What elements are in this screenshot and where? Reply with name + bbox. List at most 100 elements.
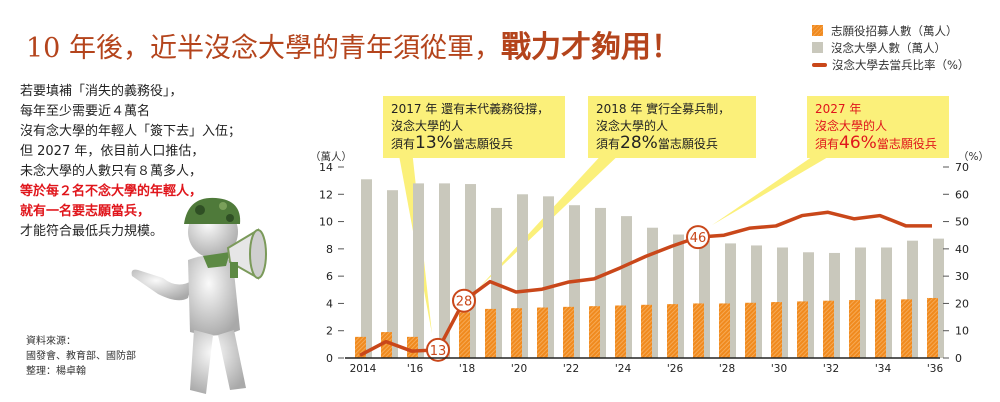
data-point-marker — [686, 225, 710, 250]
left-axis-tick-label: 2 — [326, 325, 333, 338]
bar-non-college — [751, 245, 762, 358]
source-agencies: 國發會、教育部、國防部 — [26, 351, 136, 362]
callout-line: 2018 年 實行全募兵制， — [596, 102, 731, 116]
callout-line: 2017 年 還有末代義務役撐， — [391, 102, 550, 116]
legs-icon — [190, 330, 246, 394]
data-point-label: 46 — [690, 231, 707, 246]
bar-non-college — [881, 247, 892, 358]
legend-item-volunteer: 志願役招募人數（萬人） — [812, 22, 969, 39]
bar-non-college — [465, 184, 476, 358]
right-axis-unit: （%） — [958, 151, 989, 163]
right-axis-tick-label: 10 — [955, 325, 969, 338]
bar-volunteer — [693, 303, 704, 358]
x-axis-tick-label: '18 — [459, 363, 475, 375]
intro-line: 才能符合最低兵力規模。 — [20, 224, 164, 239]
callout-percent: 46% — [839, 133, 877, 153]
bar-volunteer — [667, 304, 678, 358]
legend-swatch-non-college — [812, 42, 823, 53]
bar-non-college — [673, 234, 684, 358]
source-note: 資料來源： 國發會、教育部、國防部 整理：楊卓翰 — [26, 334, 136, 379]
left-axis-tick-label: 0 — [326, 352, 333, 365]
bar-non-college — [699, 240, 710, 358]
legend-swatch-volunteer — [812, 25, 823, 36]
bar-volunteer — [641, 304, 652, 358]
bar-non-college — [907, 240, 918, 358]
intro-highlight-line: 等於每２名不念大學的年輕人， — [20, 184, 203, 199]
bar-volunteer — [537, 307, 548, 358]
intro-text: 若要填補「消失的義務役」， 每年至少需要近４萬名 沒有念大學的年輕人「簽下去」入… — [20, 82, 241, 242]
x-axis-tick-label: 2014 — [350, 363, 377, 375]
legend-label-volunteer: 志願役招募人數（萬人） — [831, 23, 958, 38]
bar-non-college — [933, 238, 944, 358]
scarf-icon — [203, 252, 230, 268]
x-axis-tick-label: '20 — [511, 363, 527, 375]
intro-line: 每年至少需要近４萬名 — [20, 104, 151, 119]
legend-item-ratio: 沒念大學去當兵比率（%） — [812, 56, 969, 73]
bar-volunteer — [823, 300, 834, 358]
bar-non-college — [387, 190, 398, 358]
title-main: 10 年後，近半沒念大學的青年須從軍， — [26, 33, 501, 64]
bar-volunteer — [797, 301, 808, 358]
intro-line: 未念大學的人數只有８萬多人， — [20, 164, 203, 179]
intro-highlight-line: 就有一名要志願當兵， — [20, 204, 151, 219]
callout-2027: 2027 年 沒念大學的人 須有46%當志願役兵 — [807, 96, 949, 158]
right-axis-tick-label: 0 — [955, 352, 962, 365]
left-axis-tick-label: 6 — [326, 270, 333, 283]
right-axis-tick-label: 30 — [955, 270, 969, 283]
callout-line: 沒念大學的人 — [596, 119, 669, 133]
bar-non-college — [413, 183, 424, 358]
intro-line: 若要填補「消失的義務役」， — [20, 84, 183, 99]
x-axis-tick-label: '30 — [771, 363, 787, 375]
x-axis-tick-label: '16 — [407, 363, 424, 375]
callout-line: 2027 年 — [815, 102, 862, 116]
bar-non-college — [517, 194, 528, 358]
bar-non-college — [621, 216, 632, 358]
legend-swatch-ratio — [812, 62, 827, 67]
bar-non-college — [725, 243, 736, 358]
title-emphasis: 戰力才夠用！ — [500, 30, 681, 65]
callout-text: 當志願役兵 — [452, 137, 513, 151]
bar-non-college — [803, 252, 814, 358]
left-axis-tick-label: 10 — [319, 216, 333, 229]
x-axis-tick-label: '24 — [615, 363, 632, 375]
left-axis-unit: （萬人） — [310, 150, 352, 163]
x-axis-tick-label: '34 — [875, 363, 892, 375]
data-point-marker — [426, 337, 450, 362]
callout-text: 須有 — [391, 137, 416, 151]
bar-non-college — [543, 196, 554, 358]
bar-non-college — [647, 227, 658, 358]
arm-icon — [131, 269, 193, 301]
callout-2018: 2018 年 實行全募兵制， 沒念大學的人 須有28%當志願役兵 — [588, 96, 756, 158]
page-title: 10 年後，近半沒念大學的青年須從軍，戰力才夠用！ — [26, 22, 681, 66]
bar-non-college — [829, 252, 840, 358]
bar-non-college — [439, 183, 450, 358]
intro-line: 沒有念大學的年輕人「簽下去」入伍； — [20, 124, 242, 139]
bar-non-college — [777, 247, 788, 358]
left-axis-tick-label: 4 — [326, 297, 333, 310]
bar-volunteer — [901, 299, 912, 358]
x-axis-tick-label: '22 — [563, 363, 579, 375]
bar-volunteer — [355, 336, 366, 358]
right-axis-tick-label: 50 — [955, 216, 969, 229]
callout-2017: 2017 年 還有末代義務役撐， 沒念大學的人 須有13%當志願役兵 — [383, 96, 565, 158]
bar-volunteer — [563, 306, 574, 358]
left-axis-tick-label: 12 — [319, 188, 333, 201]
callout-percent: 13% — [415, 133, 453, 153]
bar-volunteer — [485, 308, 496, 358]
x-axis-tick-label: '26 — [667, 363, 684, 375]
left-axis-tick-label: 8 — [326, 243, 333, 256]
callout-text: 當志願役兵 — [876, 137, 937, 151]
bar-non-college — [361, 179, 372, 358]
right-axis-tick-label: 60 — [955, 188, 969, 201]
x-axis-tick-label: '32 — [823, 363, 839, 375]
bar-volunteer — [719, 303, 730, 358]
callout-line: 沒念大學的人 — [391, 119, 464, 133]
right-axis-tick-label: 20 — [955, 297, 969, 310]
bar-volunteer — [381, 332, 392, 358]
callout-line: 沒念大學的人 — [815, 119, 888, 133]
bar-volunteer — [615, 305, 626, 358]
legend-label-non-college: 沒念大學人數（萬人） — [831, 40, 946, 55]
x-axis-tick-label: '36 — [927, 363, 944, 375]
ratio-line — [359, 210, 932, 357]
